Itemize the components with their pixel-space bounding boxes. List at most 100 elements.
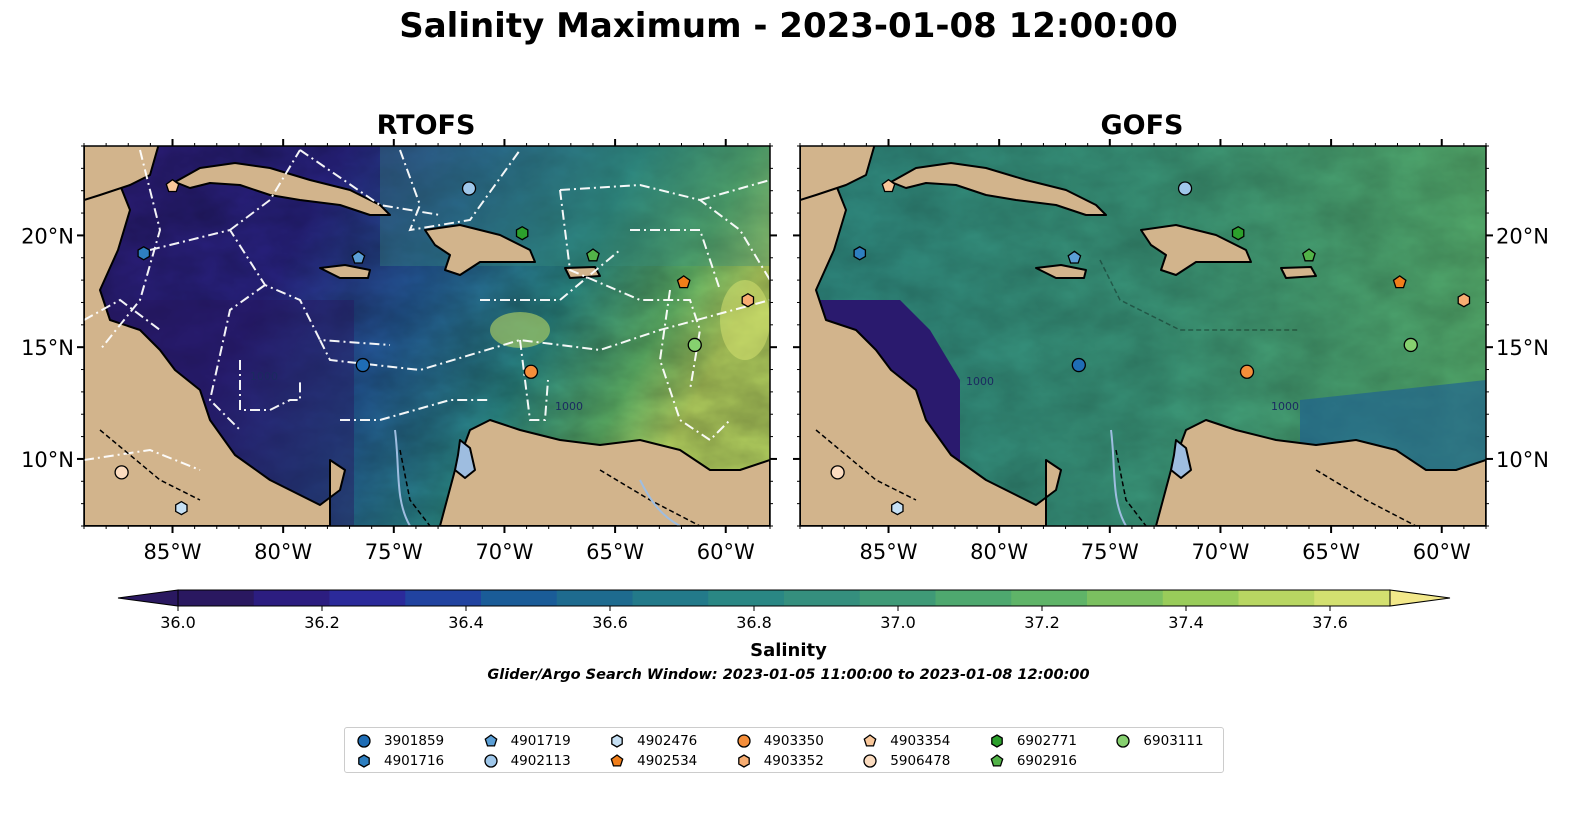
float-marker-5906478 — [830, 465, 845, 480]
south-america-land — [439, 419, 770, 526]
colorbar-tick-label: 36.0 — [160, 613, 196, 632]
legend-marker — [737, 734, 751, 748]
legend-marker-icon — [484, 734, 498, 747]
legend-marker — [483, 754, 498, 768]
colorbar-segment — [481, 590, 558, 606]
legend-item-4902534: 4902534 — [610, 751, 709, 771]
colorbar-frame — [177, 589, 1391, 607]
float-markers — [114, 178, 1471, 516]
rtofs-map: 1000 1000 — [84, 146, 770, 526]
colorbar-tick-label: 36.2 — [304, 613, 340, 632]
lon-tick-label: 70°W — [1191, 540, 1249, 564]
legend-marker-icon — [610, 754, 624, 767]
contour-label-rtofs-2: 1000 — [555, 400, 583, 413]
legend-item-4903352: 4903352 — [737, 751, 836, 771]
legend-marker — [990, 754, 1004, 767]
float-marker-4903350 — [523, 364, 539, 379]
lat-tick-label: 10°N — [1496, 448, 1549, 472]
rtofs-frame — [83, 145, 771, 527]
lon-tick-label: 70°W — [475, 540, 533, 564]
legend-label: 4901716 — [384, 753, 445, 769]
colorbar-segment — [253, 590, 330, 606]
float-marker-6902916 — [586, 248, 600, 262]
legend-item-6902916: 6902916 — [990, 751, 1089, 771]
float-marker-4903354 — [165, 178, 180, 193]
float-marker-4901716 — [853, 246, 867, 261]
gofs-frame — [799, 145, 1487, 527]
hispaniola-land — [424, 224, 536, 276]
colorbar-tick-label: 37.6 — [1312, 613, 1348, 632]
legend-marker — [737, 754, 750, 768]
lon-tick-label: 65°W — [586, 540, 644, 564]
lon-tick-label: 75°W — [365, 540, 423, 564]
legend-marker-icon — [863, 754, 877, 768]
colorbar-segment — [935, 590, 1012, 606]
colorbar-segment — [708, 590, 785, 606]
gofs-dashed-borders — [815, 259, 1417, 526]
float-marker-6902771 — [1231, 225, 1245, 241]
legend-label: 4902476 — [637, 733, 698, 749]
float-marker-6903111 — [1403, 337, 1418, 353]
legend-label: 4903354 — [890, 733, 951, 749]
float-marker-4902534 — [676, 275, 691, 289]
legend-marker-icon — [863, 734, 877, 747]
colorbar-segment — [859, 590, 936, 606]
legend-marker-icon — [357, 734, 371, 748]
legend-marker — [358, 754, 370, 768]
colorbar-segment — [784, 590, 861, 606]
colorbar-segment — [405, 590, 482, 606]
legend-label: 6903111 — [1143, 733, 1204, 749]
gofs-map: 1000 1000 — [800, 146, 1486, 526]
legend-marker-icon — [1116, 734, 1131, 748]
colorbar-tick-label: 37.4 — [1168, 613, 1204, 632]
legend-item-3901859: 3901859 — [357, 731, 456, 751]
cuba-land — [174, 162, 391, 216]
lon-tick-label: 85°W — [860, 540, 918, 564]
float-marker-3901859 — [1071, 357, 1086, 373]
legend-marker — [484, 734, 498, 747]
lon-tick-label: 65°W — [1302, 540, 1360, 564]
legend-item-4902113: 4902113 — [483, 751, 583, 771]
legend-label: 6902771 — [1016, 733, 1077, 749]
rtofs-river — [394, 429, 411, 526]
colorbar-segment — [329, 590, 406, 606]
figure-title: Salinity Maximum - 2023-01-08 12:00:00 — [399, 6, 1178, 46]
float-marker-4903352 — [1457, 292, 1471, 308]
colorbar-segment — [1011, 590, 1088, 606]
colorbar-segment — [1162, 590, 1239, 606]
float-marker-4901716 — [137, 246, 151, 261]
colorbar-tick-label: 36.6 — [592, 613, 628, 632]
rtofs-land — [84, 146, 770, 526]
legend-item-5906478: 5906478 — [863, 751, 962, 771]
float-marker-4903354 — [881, 178, 896, 193]
contour-label-gofs-2: 1000 — [1271, 400, 1299, 413]
float-marker-4902476 — [175, 500, 188, 516]
legend-marker — [611, 734, 623, 748]
legend-label: 4903352 — [763, 753, 824, 769]
float-marker-3901859 — [355, 357, 370, 373]
colorbar-segment — [556, 590, 633, 606]
float-marker-4902476 — [891, 500, 904, 516]
colorbar-tick-label: 36.4 — [448, 613, 484, 632]
colorbar-tick-label: 37.2 — [1024, 613, 1060, 632]
legend-label: 4902113 — [510, 753, 571, 769]
legend-marker — [1116, 734, 1131, 748]
colorbar-segment — [1087, 590, 1164, 606]
legend-label: 4903350 — [763, 733, 824, 749]
lon-tick-label: 80°W — [970, 540, 1028, 564]
float-marker-6903111 — [687, 337, 702, 353]
lat-tick-label: 20°N — [21, 224, 74, 248]
float-marker-6902916 — [1302, 248, 1316, 262]
colorbar-tick-label: 37.0 — [880, 613, 916, 632]
legend-item-6903111: 6903111 — [1116, 731, 1215, 751]
lat-tick-label: 15°N — [1496, 336, 1549, 360]
lat-tick-label: 20°N — [1496, 224, 1549, 248]
float-marker-4903350 — [1239, 364, 1255, 379]
legend-item-4902476: 4902476 — [610, 731, 709, 751]
float-marker-4902534 — [1392, 275, 1407, 289]
legend-marker-icon — [358, 754, 370, 768]
legend-item-4903350: 4903350 — [737, 731, 836, 751]
lat-tick-label: 10°N — [21, 448, 74, 472]
contour-label-rtofs-1: 1000 — [250, 370, 278, 383]
axis-ticks: 85°W 80°W 75°W 70°W 65°W 60°W 20°N 15°N 10°N 85°W… — [21, 139, 1549, 564]
